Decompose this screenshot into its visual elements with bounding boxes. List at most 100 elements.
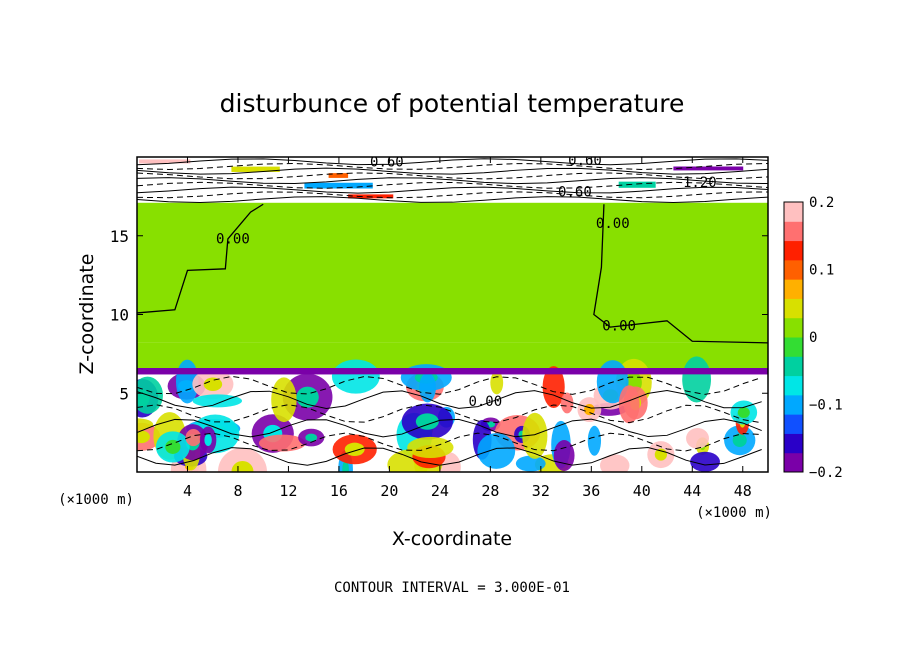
x-tick-label: 8	[233, 482, 242, 500]
field-blob	[415, 413, 439, 430]
field-blob	[331, 359, 380, 394]
colorbar-segment	[784, 394, 803, 415]
colorbar-tick-label: −0.2	[809, 465, 843, 481]
field-blob	[217, 447, 267, 472]
field-band-cold-sheet	[137, 368, 768, 375]
colorbar-segment	[784, 356, 803, 377]
field-blob	[686, 427, 709, 449]
field-blob	[342, 460, 349, 472]
colorbar-segment	[784, 375, 803, 396]
colorbar-segment	[784, 452, 803, 473]
contour-line	[137, 177, 768, 185]
y-tick-label: 10	[110, 306, 129, 325]
field-blob	[654, 448, 667, 461]
contour-line	[137, 375, 762, 395]
x-tick-label: 12	[279, 482, 297, 500]
field-blob	[477, 433, 516, 469]
field-blob	[344, 442, 365, 457]
colorbar-segment	[784, 202, 803, 222]
field-stripe	[304, 182, 373, 189]
colorbar-tick-label: 0	[809, 330, 817, 346]
field-stripe	[139, 159, 191, 164]
y-axis: 5 10 15	[110, 227, 768, 403]
contour-label: 0.60	[558, 184, 592, 200]
colorbar-tick-label: 0.1	[809, 263, 834, 279]
contour-line	[137, 167, 768, 175]
x-tick-label: 32	[532, 482, 550, 500]
field-blob	[137, 376, 163, 414]
field-blob	[618, 385, 640, 424]
field-blob	[587, 425, 602, 456]
contour-line	[137, 432, 762, 452]
field-stripe	[328, 173, 349, 178]
field-blob	[682, 356, 712, 403]
y-tick-label: 5	[119, 384, 129, 403]
contour-line	[137, 191, 768, 199]
contour-label: 0.60	[568, 153, 602, 169]
contour-label: 0.00	[216, 232, 250, 248]
field-blob	[204, 433, 212, 447]
contour-label: 0.60	[370, 154, 404, 170]
field-blob	[515, 455, 546, 472]
field-blob	[258, 434, 306, 452]
field-stripe	[673, 166, 744, 171]
colorbar-segment	[784, 240, 803, 261]
field-blob	[185, 428, 202, 447]
field-blob	[737, 407, 750, 418]
x-tick-label: 4	[183, 482, 192, 500]
colorbar-segment	[784, 259, 803, 280]
x-tick-label: 28	[481, 482, 499, 500]
contour-line	[137, 158, 768, 166]
contour-interval-note: CONTOUR INTERVAL = 3.000E-01	[334, 580, 570, 596]
field-band-troposphere	[137, 202, 768, 343]
contour-line	[137, 162, 768, 170]
field-band-upper-near-zero	[137, 342, 768, 369]
x-tick-label: 48	[734, 482, 752, 500]
x-tick-label: 44	[683, 482, 701, 500]
colorbar-segment	[784, 298, 803, 319]
y-axis-label: Z-coordinate	[76, 254, 98, 375]
contour-line	[137, 203, 264, 314]
field-blob	[203, 377, 223, 391]
field-stripe	[348, 194, 394, 199]
colorbar-segment	[784, 337, 803, 357]
field-blob	[231, 460, 254, 472]
contour-line	[137, 181, 768, 189]
colorbar-tick-label: −0.1	[809, 398, 843, 414]
plot-area: 0.60 0.60 0.60 1.20 0.00 0.00 0.00 0.00	[137, 153, 768, 472]
colorbar: 0.2 0.1 0 −0.1 −0.2	[783, 195, 843, 481]
field-blob	[522, 412, 548, 459]
colorbar-segment	[784, 414, 803, 434]
contour-line	[137, 390, 762, 410]
contour-line	[593, 204, 768, 344]
field-blob	[732, 433, 747, 447]
x-tick-label: 20	[380, 482, 398, 500]
x-tick-label: 40	[633, 482, 651, 500]
contour-line	[137, 172, 768, 180]
y-tick-label: 15	[110, 227, 129, 246]
contour-line	[137, 447, 762, 466]
x-unit-left: (×1000 m)	[58, 492, 134, 508]
contour-line	[137, 418, 762, 438]
field-blob	[137, 430, 150, 444]
x-unit-right: (×1000 m)	[696, 505, 772, 521]
x-axis: 4 8 12 16 20 24 28 32 36 40 44 48	[183, 157, 752, 500]
field-blob	[560, 392, 574, 414]
contour-label: 1.20	[683, 175, 717, 191]
field-blob	[419, 372, 436, 403]
field-blob	[165, 439, 181, 454]
contour-line	[137, 404, 762, 424]
field-stripe	[618, 181, 656, 188]
x-tick-label: 16	[330, 482, 348, 500]
field-blob	[305, 433, 318, 442]
field-blob	[553, 440, 575, 472]
contour-label: 0.00	[602, 318, 636, 334]
contour-line	[137, 186, 768, 194]
field-blob	[690, 451, 720, 472]
contour-label: 0.00	[468, 394, 502, 410]
colorbar-tick-label: 0.2	[809, 195, 834, 211]
x-tick-label: 36	[582, 482, 600, 500]
contour-label: 0.00	[596, 216, 630, 232]
colorbar-segment	[784, 317, 803, 338]
